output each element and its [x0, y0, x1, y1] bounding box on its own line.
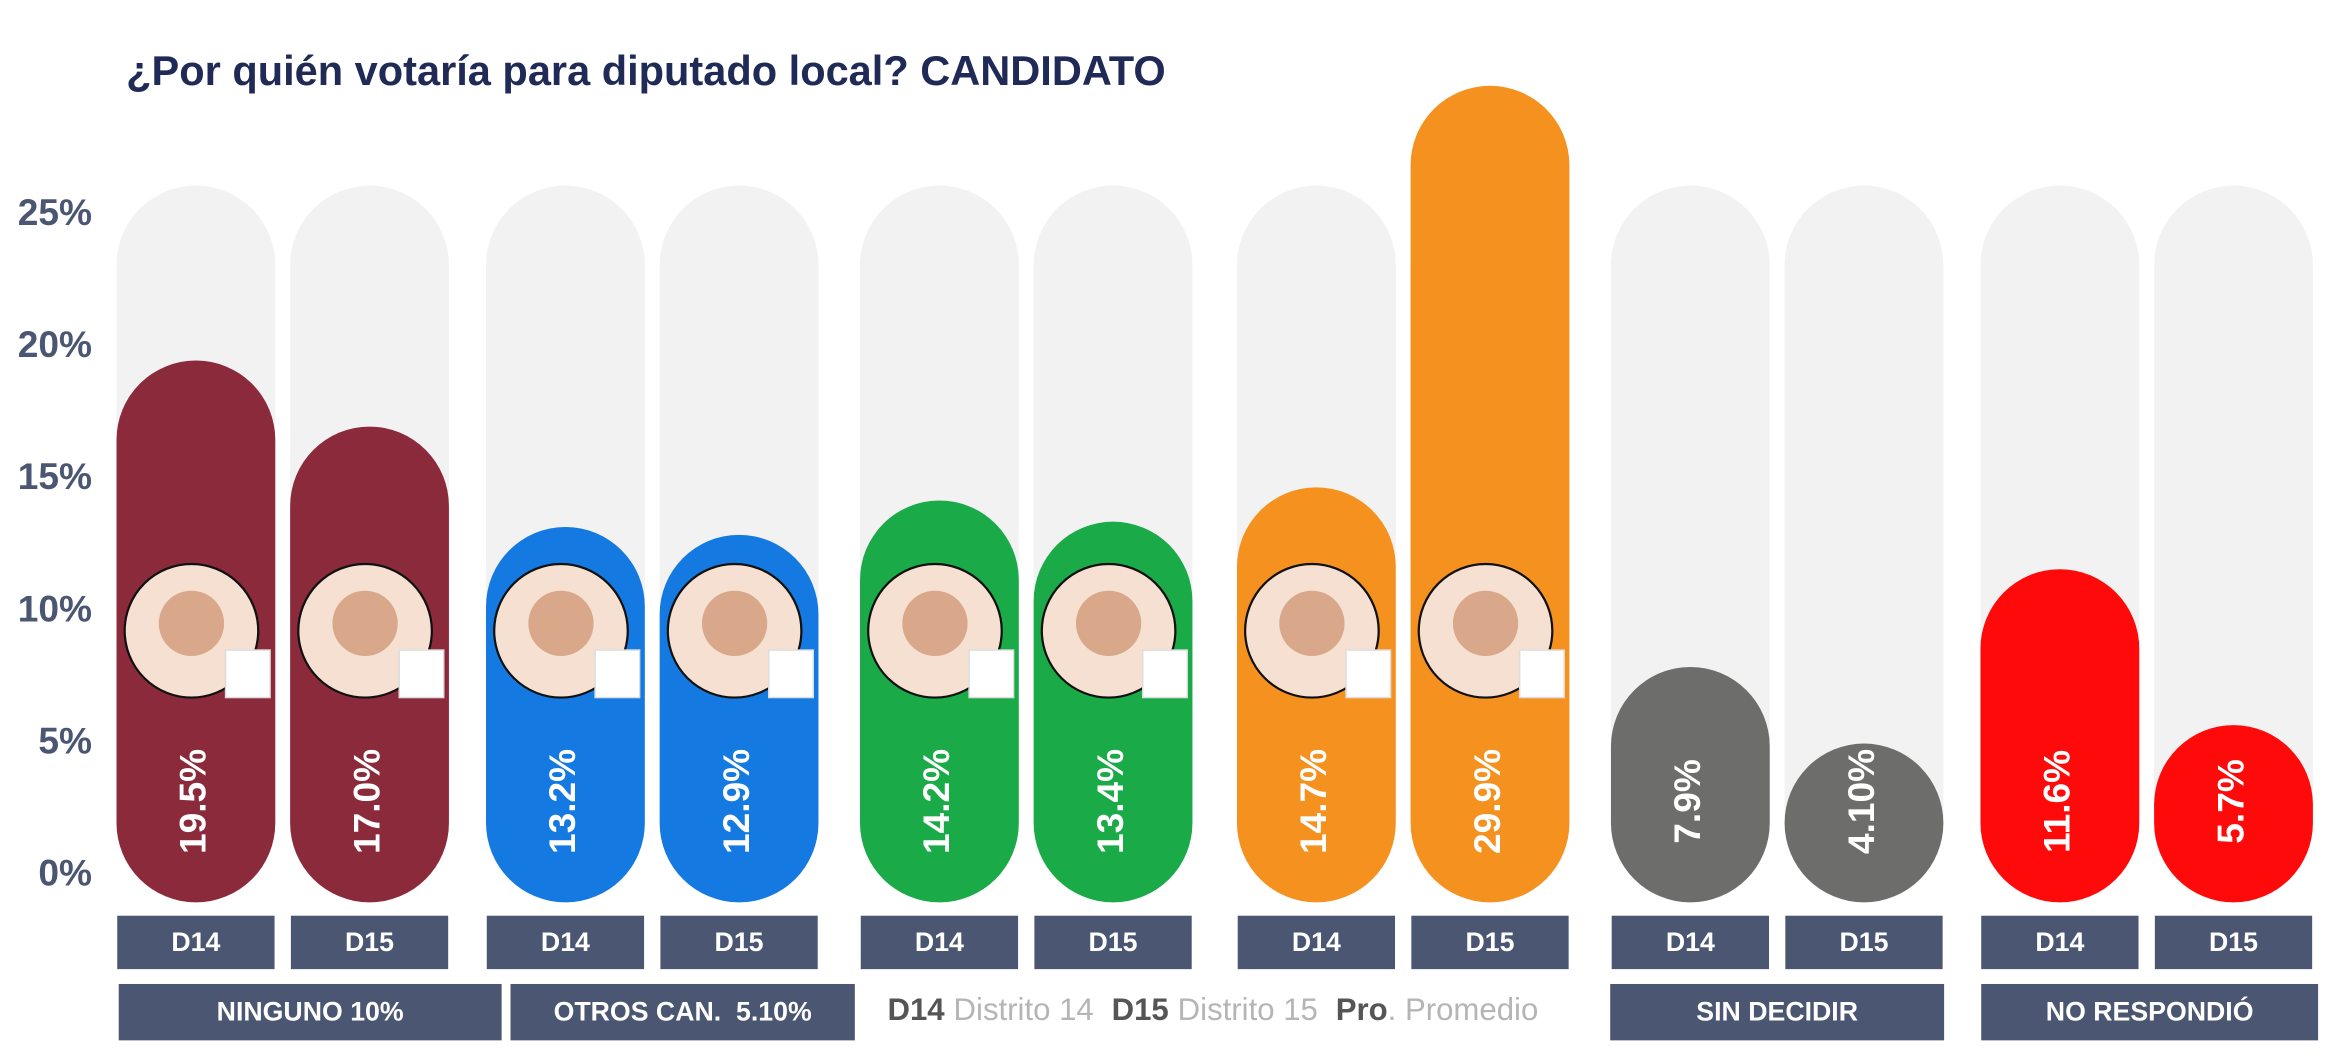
value-label: 19.5% [172, 749, 214, 854]
category-box [1411, 915, 1569, 970]
candidate-face [158, 590, 225, 656]
group-box [1981, 983, 2319, 1041]
value-label: 12.9% [715, 749, 757, 854]
candidate-face [1452, 590, 1519, 656]
bar [1610, 666, 1770, 903]
party-logo [224, 649, 271, 699]
y-tick-label: 20% [18, 323, 92, 365]
bar [1980, 569, 2140, 903]
value-label: 29.9% [1466, 749, 1508, 854]
category-box [1785, 915, 1943, 970]
group-label: NO RESPONDIÓ [2046, 996, 2254, 1027]
legend-text: Distrito 15 [1178, 992, 1318, 1027]
x-tick-label: D14 [171, 927, 220, 957]
x-tick-label: D15 [345, 927, 394, 957]
candidate-face [701, 590, 768, 656]
y-tick-label: 10% [18, 587, 92, 629]
value-label: 13.4% [1089, 749, 1131, 854]
candidate-face [1279, 590, 1345, 656]
bar-track [1784, 185, 1944, 903]
category-box [486, 915, 645, 970]
party-logo [1141, 649, 1188, 699]
value-label: 13.2% [541, 749, 583, 854]
x-tick-label: D15 [1089, 927, 1138, 957]
category-box [1981, 915, 2139, 970]
party-logo [1518, 649, 1565, 699]
x-tick-label: D14 [1666, 927, 1715, 957]
value-label: 17.0% [345, 749, 387, 854]
candidate-face [1075, 590, 1142, 656]
value-label: 14.7% [1292, 749, 1334, 854]
category-box [1034, 915, 1192, 970]
y-tick-label: 25% [18, 191, 92, 233]
category-box [2154, 915, 2313, 970]
group-label: SIN DECIDIR [1696, 997, 1858, 1027]
y-tick-label: 0% [38, 851, 92, 893]
legend-note: D14 Distrito 14 D15 Distrito 15 Pro. Promedi… [887, 992, 1538, 1027]
legend-key: D14 [887, 992, 945, 1027]
party-logo [594, 649, 641, 699]
legend-key: D15 [1112, 992, 1169, 1027]
category-box [290, 915, 449, 970]
value-label: 4.10% [1840, 749, 1882, 854]
x-tick-label: D14 [915, 927, 964, 957]
group-box [118, 983, 502, 1041]
candidate-face [528, 590, 594, 656]
group-box [510, 983, 855, 1041]
x-tick-label: D15 [1839, 927, 1888, 957]
x-tick-label: D14 [1292, 927, 1341, 957]
party-logo [1345, 649, 1392, 699]
x-tick-label: D15 [2209, 927, 2258, 957]
legend-text: . Promedio [1388, 992, 1539, 1027]
group-label: OTROS CAN. 5.10% [554, 997, 812, 1027]
group-box [1610, 983, 1945, 1041]
x-tick-label: D14 [2035, 927, 2084, 957]
value-label: 5.7% [2209, 759, 2251, 844]
category-box [117, 915, 275, 970]
value-label: 11.6% [2036, 750, 2078, 853]
y-tick-label: 15% [18, 455, 92, 497]
group-label: NINGUNO 10% [217, 997, 404, 1027]
category-box [660, 915, 818, 970]
value-label: 14.2% [915, 749, 957, 854]
candidate-face [332, 590, 398, 656]
category-box [1237, 915, 1396, 970]
bar [1784, 743, 1944, 903]
category-box [860, 915, 1019, 970]
chart-title: ¿Por quién votaría para diputado local? … [126, 47, 1166, 94]
party-logo [968, 649, 1015, 699]
party-logo [767, 649, 815, 699]
x-tick-label: D15 [1465, 927, 1514, 957]
legend-text: Distrito 14 [954, 992, 1094, 1027]
x-tick-label: D14 [541, 927, 590, 957]
bar-track [2154, 185, 2313, 903]
value-label: 7.9% [1666, 759, 1708, 844]
x-tick-label: D15 [715, 927, 764, 957]
party-logo [398, 649, 445, 699]
candidate-face [902, 590, 968, 656]
bar [2154, 725, 2313, 903]
legend-key: Pro [1336, 992, 1388, 1027]
category-box [1611, 915, 1769, 970]
y-tick-label: 5% [38, 719, 92, 761]
